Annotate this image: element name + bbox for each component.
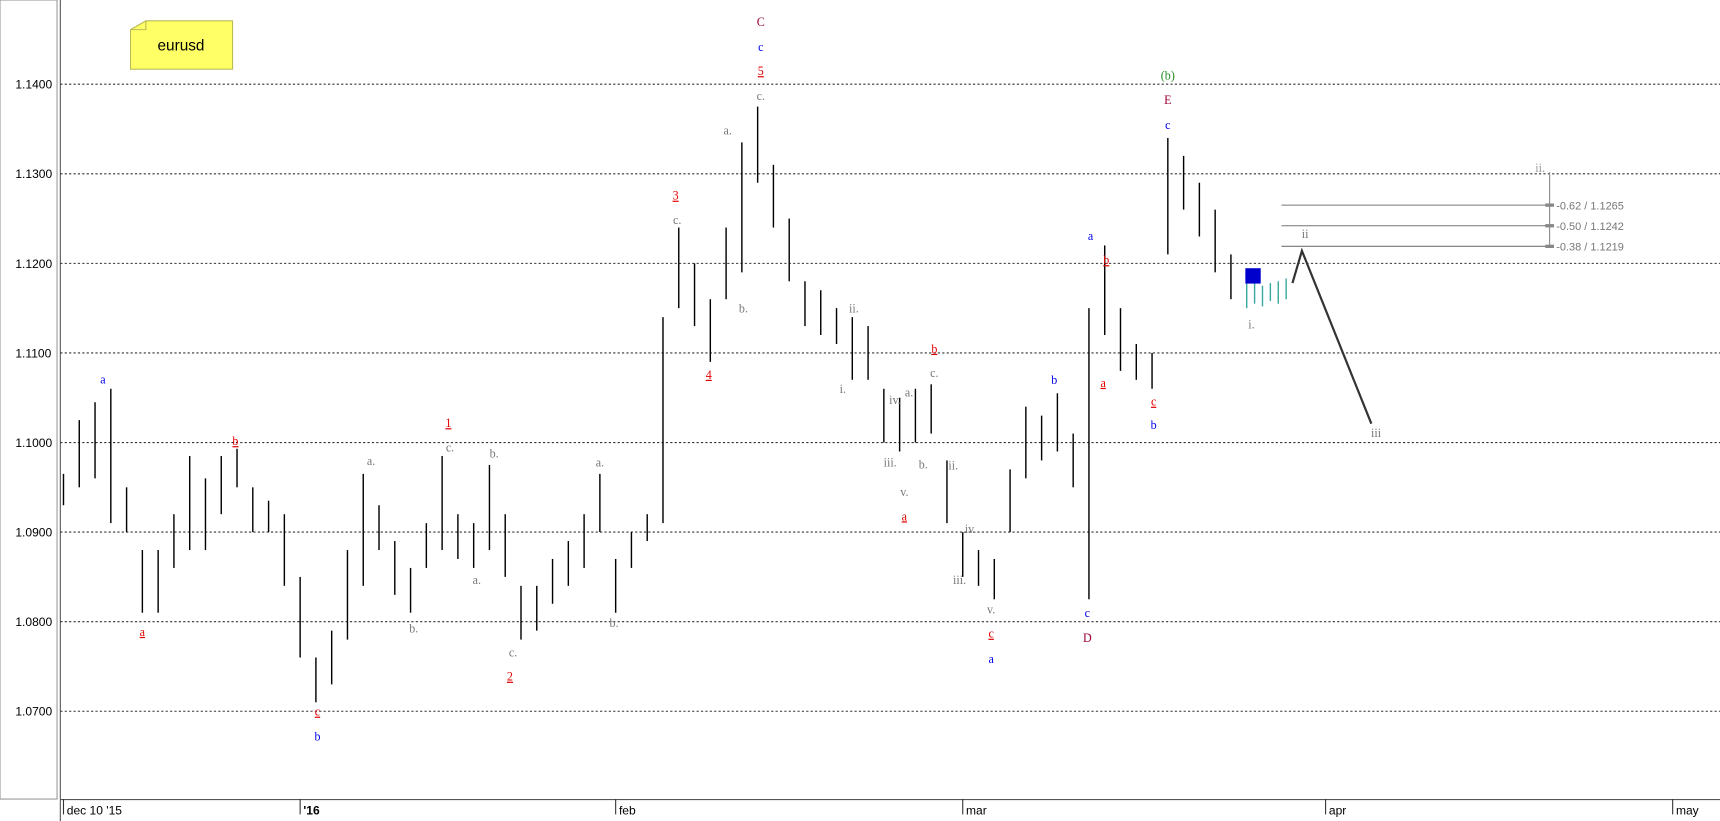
wave-label: v. bbox=[987, 603, 995, 617]
wave-label: a. bbox=[723, 123, 731, 137]
fib-handle bbox=[1545, 224, 1555, 228]
wave-label: a. bbox=[596, 456, 604, 470]
wave-label: c. bbox=[930, 366, 938, 380]
wave-label: i. bbox=[1248, 318, 1254, 332]
wave-label: (b) bbox=[1161, 69, 1175, 83]
wave-label: a bbox=[100, 372, 106, 386]
wave-label: iv. bbox=[965, 522, 977, 536]
x-tick-label: feb bbox=[619, 803, 636, 817]
wave-label: ii bbox=[1302, 227, 1309, 241]
note-box bbox=[129, 20, 234, 70]
wave-label: a bbox=[1088, 229, 1094, 243]
y-tick-label: 1.1200 bbox=[15, 257, 52, 271]
wave-label: a. bbox=[367, 454, 375, 468]
wave-label: b. bbox=[409, 621, 418, 635]
y-tick-label: 1.1300 bbox=[15, 167, 52, 181]
y-axis-panel bbox=[0, 0, 58, 800]
wave-label: c bbox=[1165, 118, 1170, 132]
y-tick-label: 1.1100 bbox=[15, 346, 51, 360]
wave-label: a. bbox=[905, 386, 913, 400]
wave-label: c. bbox=[673, 213, 681, 227]
wave-label: c bbox=[988, 627, 993, 641]
wave-label: b bbox=[232, 434, 238, 448]
wave-label: ii. bbox=[948, 458, 958, 472]
wave-label: iv. bbox=[889, 393, 901, 407]
y-tick-label: 1.0900 bbox=[15, 525, 52, 539]
position-marker bbox=[1245, 268, 1261, 284]
symbol-label: eurusd bbox=[158, 37, 205, 54]
y-tick-label: 1.1000 bbox=[15, 436, 52, 450]
wave-label: c bbox=[1151, 395, 1156, 409]
wave-label: i. bbox=[840, 382, 846, 396]
wave-label: ii. bbox=[849, 302, 859, 316]
wave-label: b bbox=[931, 342, 937, 356]
wave-label: a bbox=[902, 509, 908, 523]
wave-label: C bbox=[757, 15, 765, 29]
wave-label: ii. bbox=[1535, 161, 1545, 175]
x-tick-label: '16 bbox=[303, 803, 320, 817]
wave-label: a bbox=[988, 652, 994, 666]
wave-label: D bbox=[1083, 631, 1092, 645]
x-tick-label: mar bbox=[966, 803, 987, 817]
wave-label: c. bbox=[509, 646, 517, 660]
y-tick-label: 1.1400 bbox=[15, 78, 52, 92]
wave-label: 2 bbox=[507, 670, 513, 684]
wave-label: E bbox=[1164, 93, 1171, 107]
wave-label: a. bbox=[473, 573, 481, 587]
wave-label: c. bbox=[446, 440, 454, 454]
symbol-note: eurusd bbox=[129, 20, 234, 70]
fib-label: -0.38 / 1.1219 bbox=[1556, 242, 1624, 254]
wave-label: b. bbox=[739, 302, 748, 316]
wave-label: 1 bbox=[445, 416, 451, 430]
fib-handle bbox=[1545, 203, 1555, 207]
fib-label: -0.62 / 1.1265 bbox=[1556, 201, 1624, 213]
x-tick-label: apr bbox=[1329, 803, 1346, 817]
y-tick-label: 1.0700 bbox=[15, 705, 52, 719]
wave-label: a bbox=[1100, 376, 1106, 390]
wave-label: b. bbox=[610, 616, 619, 630]
x-tick-label: dec 10 '15 bbox=[67, 803, 123, 817]
wave-label: 3 bbox=[673, 189, 679, 203]
wave-label: v. bbox=[900, 485, 908, 499]
wave-label: iii. bbox=[884, 456, 897, 470]
wave-label: b. bbox=[919, 457, 928, 471]
wave-label: b bbox=[1103, 253, 1109, 267]
wave-label: c. bbox=[757, 89, 765, 103]
wave-label: 4 bbox=[706, 368, 712, 382]
wave-label: 5 bbox=[758, 64, 764, 78]
wave-label: b. bbox=[490, 447, 499, 461]
wave-label: c bbox=[315, 705, 320, 719]
note-fold bbox=[130, 20, 147, 31]
x-tick-label: may bbox=[1676, 803, 1699, 817]
projection-line bbox=[1291, 247, 1373, 425]
fib-label: -0.50 / 1.1242 bbox=[1556, 221, 1624, 233]
wave-label: c bbox=[1085, 606, 1090, 620]
wave-label: a bbox=[140, 625, 146, 639]
wave-label: b bbox=[1151, 418, 1157, 432]
wave-label: b bbox=[314, 730, 320, 744]
wave-label: b bbox=[1051, 373, 1057, 387]
wave-label: c bbox=[758, 40, 763, 54]
y-tick-label: 1.0800 bbox=[15, 615, 52, 629]
fib-handle bbox=[1545, 244, 1555, 248]
wave-label: iii bbox=[1371, 426, 1382, 440]
wave-label: iii. bbox=[953, 573, 966, 587]
